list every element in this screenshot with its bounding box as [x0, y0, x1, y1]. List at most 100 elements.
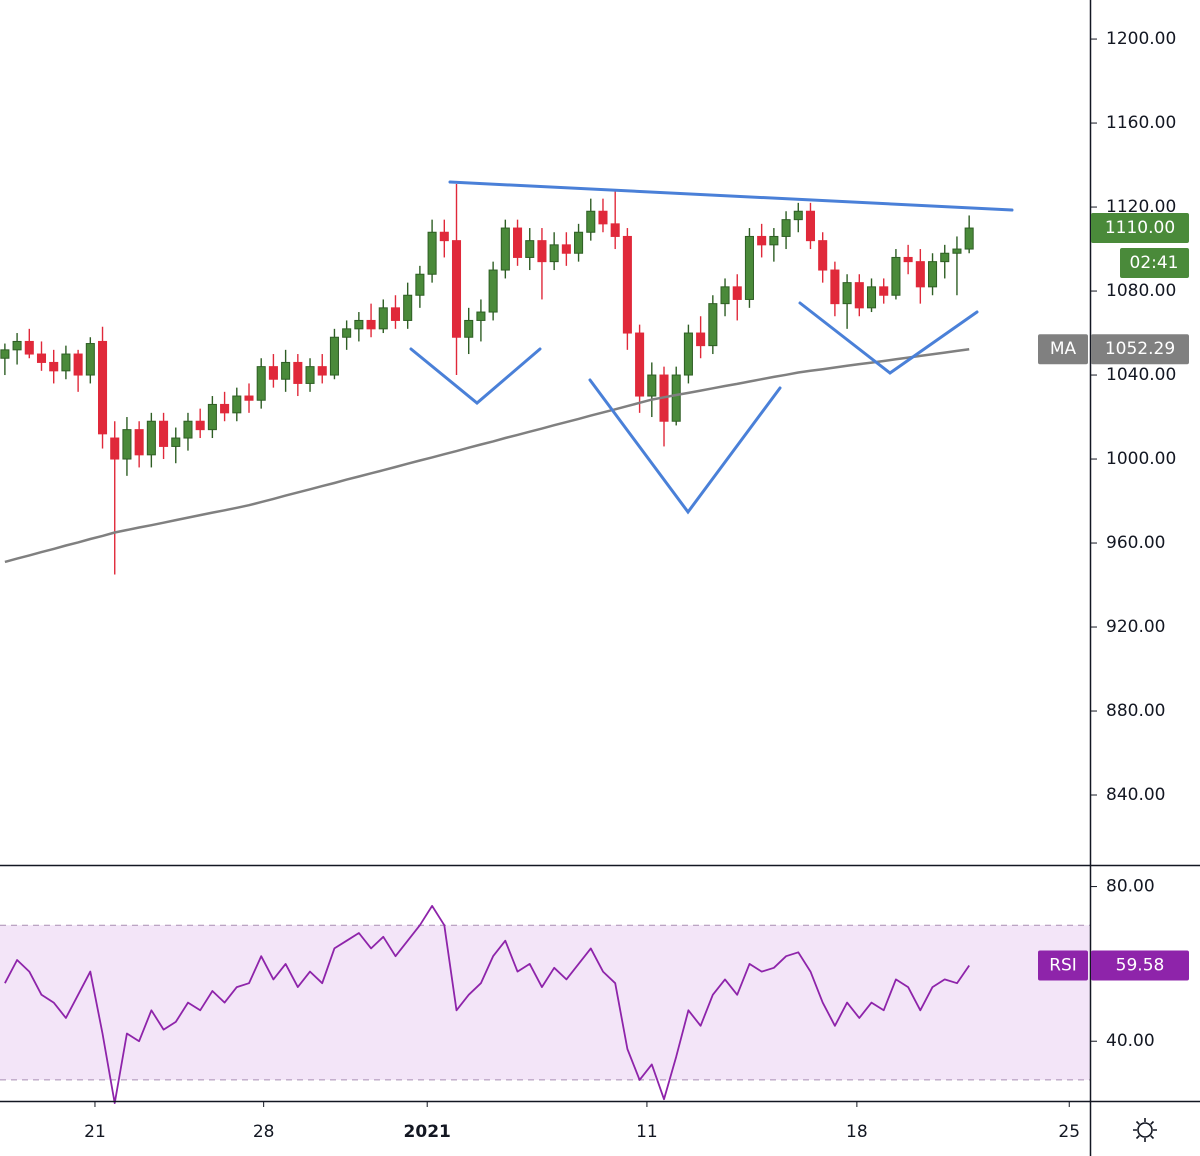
- candle-body: [928, 261, 938, 288]
- y-tick-label: 1080.00: [1106, 281, 1176, 301]
- candle-body: [85, 343, 95, 376]
- candle-body: [586, 210, 596, 233]
- candle-body: [415, 273, 425, 296]
- candle-body: [171, 437, 181, 447]
- pattern-drawings: [409, 180, 1014, 515]
- candle-body: [232, 395, 242, 414]
- candle-body: [366, 319, 376, 330]
- candle-body: [720, 286, 730, 305]
- y-tick-label: 960.00: [1106, 533, 1165, 553]
- candle-body: [98, 340, 108, 435]
- y-tick-label: 840.00: [1106, 785, 1165, 805]
- candle-body: [696, 332, 706, 347]
- candle-body: [598, 210, 608, 225]
- countdown-tag: [1120, 248, 1189, 279]
- y-tick-label: 1200.00: [1106, 29, 1176, 49]
- candle-body: [293, 361, 303, 384]
- candle-body: [439, 231, 449, 242]
- candle-body: [476, 311, 486, 321]
- last-price-label: 1110.00: [1105, 218, 1175, 238]
- series-name: RSI: [1049, 956, 1077, 976]
- series-line: [4, 347, 970, 564]
- candle-body: [793, 210, 803, 221]
- series-line: [4, 905, 970, 1104]
- series-value-label: 59.58: [1116, 956, 1165, 976]
- marks-layer: [0, 183, 974, 1104]
- candle-body: [49, 361, 59, 372]
- candle-body: [903, 256, 913, 263]
- candle-body: [830, 269, 840, 305]
- candle-body: [781, 219, 791, 237]
- y-tick-label: 80.00: [1106, 877, 1155, 897]
- y-tick-label: 1160.00: [1106, 113, 1176, 133]
- candle-body: [842, 282, 852, 305]
- x-tick-label: 28: [253, 1122, 275, 1142]
- series-name-tag: [1038, 334, 1088, 365]
- candle-body: [513, 227, 523, 258]
- candle-body: [952, 248, 962, 254]
- series-value-tag: [1091, 334, 1189, 365]
- y-tick-label: 1000.00: [1106, 449, 1176, 469]
- x-tick-label: 25: [1058, 1122, 1080, 1142]
- candle-body: [61, 353, 71, 372]
- head: [588, 378, 782, 515]
- x-tick-label: 11: [636, 1122, 658, 1142]
- candle-body: [464, 319, 474, 338]
- candle-body: [329, 336, 339, 376]
- candle-body: [488, 269, 498, 313]
- candle-body: [769, 235, 779, 246]
- candle-body: [134, 429, 144, 456]
- candle-body: [195, 420, 205, 431]
- candle-body: [207, 403, 217, 431]
- candle-body: [73, 353, 83, 376]
- settings-icon[interactable]: [1133, 1118, 1157, 1142]
- series-value-tag: [1091, 950, 1189, 981]
- candle-body: [146, 420, 156, 456]
- candle-body: [12, 340, 22, 351]
- x-tick-label: 2021: [404, 1122, 451, 1142]
- rsi-band: [0, 925, 1090, 1080]
- candle-body: [610, 223, 620, 237]
- series-name-tag: [1038, 950, 1088, 981]
- candle-body: [891, 256, 901, 296]
- candle-body: [244, 395, 254, 401]
- candle-body: [159, 420, 169, 447]
- candle-body: [940, 252, 950, 263]
- candle-body: [879, 286, 889, 296]
- candle-body: [256, 366, 266, 401]
- candle-body: [110, 437, 120, 460]
- background-layer: [0, 924, 1090, 1081]
- candle-body: [122, 429, 132, 460]
- candle-body: [378, 307, 388, 330]
- candle-body: [451, 240, 462, 338]
- x-tick-label: 18: [846, 1122, 868, 1142]
- candle-body: [671, 374, 681, 422]
- candle-body: [36, 353, 47, 363]
- labels-layer: 21 28 2021 11 18 25 840.00 880.00 920.00 960.00 10…: [84, 29, 1189, 1142]
- candle-body: [647, 374, 657, 397]
- candle-body: [390, 307, 401, 321]
- candle-body: [403, 294, 413, 321]
- candle-body: [24, 340, 34, 355]
- candle-body: [427, 231, 437, 275]
- gear-teeth: [1133, 1118, 1157, 1142]
- candle-body: [549, 244, 559, 263]
- candle-body: [281, 361, 291, 380]
- candle-body: [500, 227, 510, 271]
- x-tick-label: 21: [84, 1122, 106, 1142]
- last-price-tag: [1091, 213, 1189, 244]
- countdown-label: 02:41: [1130, 253, 1179, 273]
- candle-body: [757, 235, 767, 246]
- candle-body: [866, 286, 877, 309]
- y-tick-label: 920.00: [1106, 617, 1165, 637]
- candle-body: [805, 210, 816, 242]
- y-tick-label: 1120.00: [1106, 197, 1176, 217]
- y-tick-label: 1040.00: [1106, 365, 1176, 385]
- candle-body: [268, 366, 278, 380]
- candle-body: [525, 240, 535, 258]
- y-tick-label: 880.00: [1106, 701, 1165, 721]
- candle-body: [708, 303, 718, 347]
